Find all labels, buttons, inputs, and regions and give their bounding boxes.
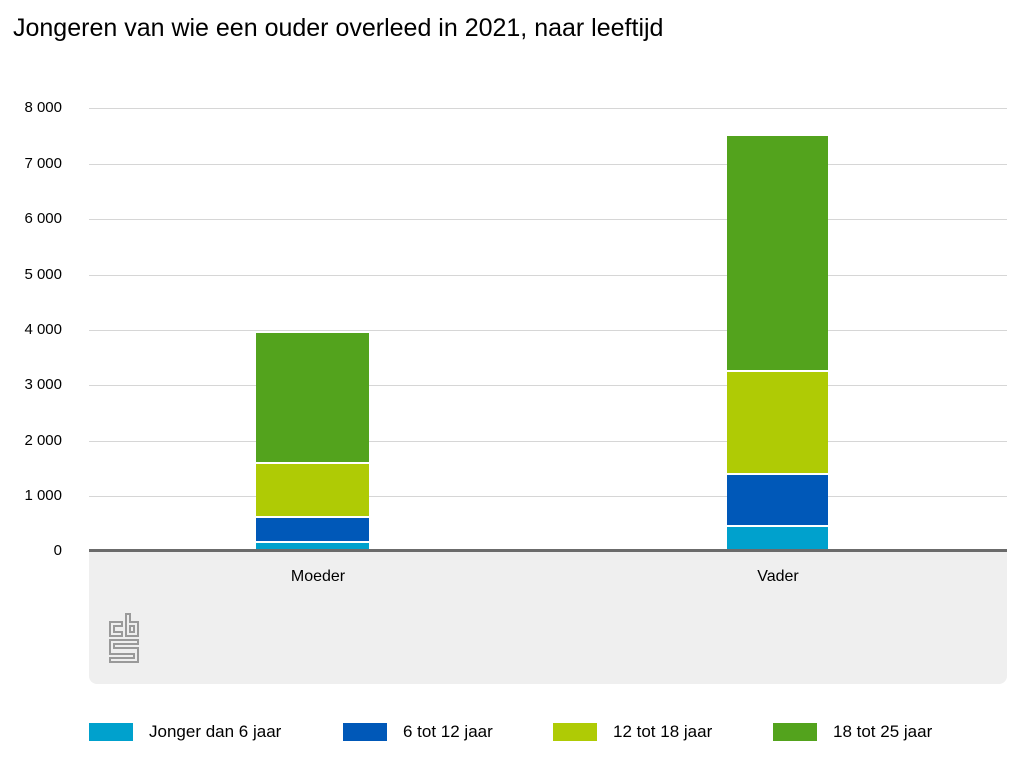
chart-title: Jongeren van wie een ouder overleed in 2… — [13, 14, 664, 42]
cbs-logo-icon — [109, 613, 139, 663]
segment-12-18[interactable] — [727, 370, 828, 473]
gridline — [89, 441, 1007, 442]
gridline — [89, 385, 1007, 386]
y-tick-label: 3 000 — [24, 376, 62, 393]
gridline — [89, 496, 1007, 497]
legend-item[interactable]: 12 tot 18 jaar — [553, 722, 712, 742]
legend-swatch — [343, 723, 387, 741]
legend: Jonger dan 6 jaar 6 tot 12 jaar 12 tot 1… — [0, 722, 1024, 752]
segment-6-12[interactable] — [727, 473, 828, 525]
segment-under-6[interactable] — [727, 525, 828, 551]
segment-under-6[interactable] — [256, 541, 369, 551]
gridline — [89, 330, 1007, 331]
segment-12-18[interactable] — [256, 462, 369, 516]
legend-item[interactable]: 6 tot 12 jaar — [343, 722, 493, 742]
gridline — [89, 164, 1007, 165]
legend-swatch — [773, 723, 817, 741]
legend-label: 18 tot 25 jaar — [833, 722, 933, 741]
gridline — [89, 108, 1007, 109]
segment-18-25[interactable] — [256, 331, 369, 462]
y-tick-label: 6 000 — [24, 210, 62, 227]
y-tick-label: 0 — [53, 542, 62, 559]
legend-label: 6 tot 12 jaar — [403, 722, 493, 741]
legend-item[interactable]: Jonger dan 6 jaar — [89, 722, 281, 742]
x-axis-band — [89, 551, 1007, 684]
y-tick-label: 1 000 — [24, 487, 62, 504]
segment-18-25[interactable] — [727, 134, 828, 370]
legend-swatch — [89, 723, 133, 741]
y-tick-label: 7 000 — [24, 155, 62, 172]
gridline — [89, 219, 1007, 220]
segment-6-12[interactable] — [256, 516, 369, 541]
y-tick-label: 4 000 — [24, 321, 62, 338]
legend-label: 12 tot 18 jaar — [613, 722, 713, 741]
y-tick-label: 2 000 — [24, 432, 62, 449]
legend-item[interactable]: 18 tot 25 jaar — [773, 722, 932, 742]
x-label-vader: Vader — [757, 568, 799, 585]
legend-swatch — [553, 723, 597, 741]
x-label-moeder: Moeder — [290, 568, 346, 585]
legend-label: Jonger dan 6 jaar — [149, 722, 282, 741]
y-tick-label: 5 000 — [24, 266, 62, 283]
bar-moeder[interactable] — [256, 331, 369, 551]
bar-vader[interactable] — [727, 134, 828, 551]
y-tick-label: 8 000 — [24, 99, 62, 116]
x-axis-line — [89, 549, 1007, 552]
gridline — [89, 275, 1007, 276]
